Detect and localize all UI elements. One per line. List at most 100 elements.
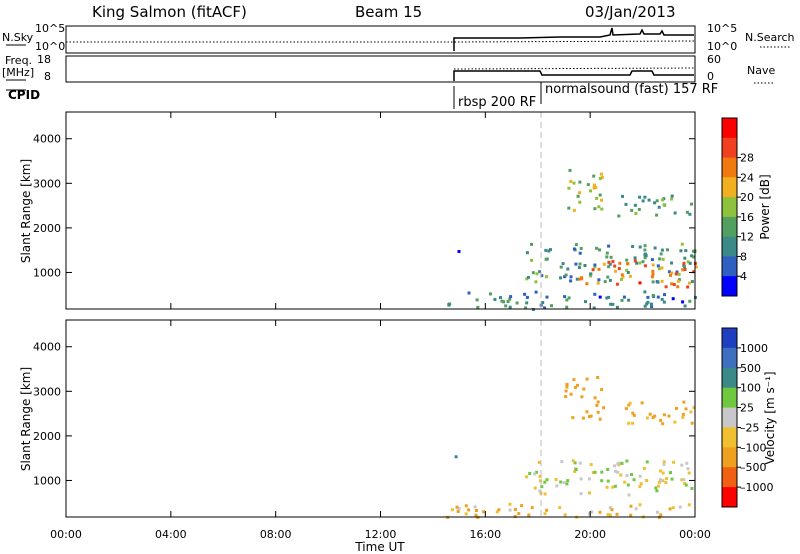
power-cell (589, 189, 592, 193)
velocity-cell (455, 505, 459, 509)
cpid-segment-1: rbsp 200 RF (458, 95, 536, 110)
power-cell (620, 277, 623, 281)
velocity-colorbar-frame (721, 327, 738, 508)
power-cell (657, 205, 661, 209)
power-colorbar-swatch (722, 177, 737, 198)
velocity-cell (690, 487, 694, 490)
velocity-cell (545, 508, 549, 512)
velocity-cell (566, 479, 570, 483)
nsky-trace (453, 27, 694, 51)
power-cell (600, 175, 604, 179)
power-cell (575, 277, 579, 281)
power-cell (628, 274, 632, 278)
velocity-cell (619, 473, 623, 477)
velocity-cell (680, 463, 684, 467)
velocity-colorbar-tick-label: –25 (740, 421, 760, 434)
power-cell (565, 298, 569, 302)
power-colorbar-swatch (722, 118, 737, 139)
velocity-cell (627, 421, 631, 425)
velocity-colorbar-swatch (722, 367, 737, 389)
freq-panel-frame (65, 55, 696, 83)
power-cell (653, 201, 657, 205)
velocity-cell (495, 510, 499, 514)
velocity-cell (572, 378, 576, 382)
power-cell (565, 305, 569, 309)
power-cell (685, 210, 689, 214)
power-colorbar-swatch (722, 276, 737, 297)
power-y-tick-label: 2000 (33, 222, 61, 235)
power-cell (602, 262, 606, 266)
power-cell (643, 290, 647, 294)
power-cell (569, 180, 573, 183)
velocity-cell (475, 509, 478, 512)
nave-label: Nave (747, 64, 775, 77)
velocity-cell (648, 412, 652, 416)
velocity-colorbar-swatch (722, 487, 737, 508)
power-colorbar-swatch (722, 137, 737, 159)
power-cell (660, 248, 664, 252)
velocity-colorbar-tick-label: 100 (740, 382, 761, 395)
power-cell (655, 213, 659, 217)
power-cell (545, 295, 549, 299)
time-tick-label: 00:00 (679, 528, 711, 541)
power-cell (633, 203, 637, 207)
power-cell (631, 245, 635, 248)
velocity-y-axis-label: Slant Range [km] (19, 367, 33, 471)
power-cell (670, 282, 674, 286)
velocity-cell (596, 410, 600, 414)
power-cell (545, 275, 548, 279)
velocity-cell (692, 406, 696, 410)
power-cell (525, 295, 529, 299)
power-cell (682, 261, 686, 265)
power-cell (620, 273, 624, 277)
power-colorbar-tick-label: 28 (740, 152, 754, 165)
power-cell (576, 194, 580, 198)
velocity-cell (585, 410, 589, 414)
velocity-cell (656, 484, 660, 488)
power-cell (680, 242, 684, 246)
velocity-cell (631, 411, 635, 415)
velocity-cell (606, 468, 610, 471)
nsearch-label: N.Search (745, 31, 795, 44)
velocity-cell (497, 508, 501, 512)
velocity-cell (589, 463, 593, 467)
nave-tick-bottom: 0 (707, 70, 714, 83)
velocity-cell (610, 508, 614, 512)
power-cell (580, 277, 584, 281)
velocity-cell (659, 469, 662, 473)
power-cell (626, 262, 630, 266)
velocity-cell (684, 483, 688, 487)
velocity-cell (598, 510, 602, 514)
power-cell (592, 186, 596, 190)
power-cell (686, 285, 690, 289)
velocity-cell (681, 415, 685, 419)
power-cell (607, 260, 611, 264)
velocity-cell (571, 416, 575, 420)
power-cell (592, 306, 596, 310)
power-cell (508, 297, 512, 301)
power-cell (597, 267, 601, 271)
velocity-cell (535, 470, 539, 474)
power-cell (691, 249, 695, 253)
power-cell (651, 272, 655, 276)
power-cell (661, 198, 664, 202)
power-cell (690, 254, 694, 258)
velocity-cell (565, 482, 569, 486)
power-cell (617, 267, 621, 271)
power-colorbar-swatch (722, 216, 737, 238)
power-colorbar-tick-label: 20 (740, 191, 754, 204)
velocity-cell (573, 461, 577, 465)
velocity-cell (638, 485, 642, 488)
power-cell (688, 299, 692, 303)
power-cell (661, 257, 665, 261)
velocity-cell (645, 460, 649, 464)
power-cell (607, 295, 611, 299)
velocity-colorbar-tick-label: –1000 (740, 481, 774, 494)
power-cell (681, 300, 685, 304)
power-cell (549, 248, 552, 252)
power-cell (694, 265, 698, 269)
velocity-cell (508, 508, 512, 512)
power-cell (577, 266, 581, 269)
power-cell (630, 208, 634, 212)
